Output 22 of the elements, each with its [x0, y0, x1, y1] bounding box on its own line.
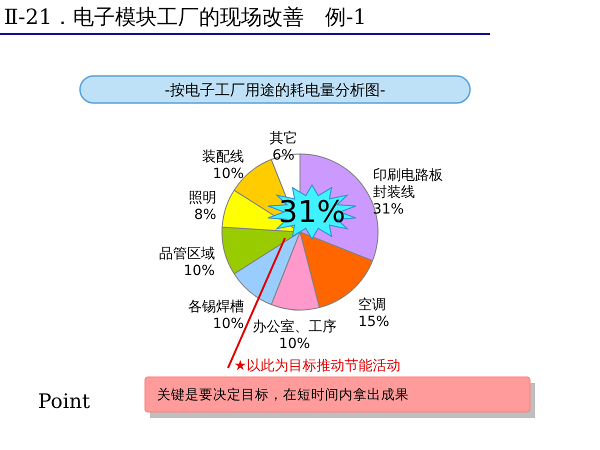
slice-label: 品管区域	[158, 246, 215, 262]
data-label: 10%	[184, 262, 215, 279]
slice-label: 其它	[270, 130, 298, 147]
text: 31%	[278, 195, 346, 230]
data-label: 8%	[194, 206, 216, 223]
text: 关键是要决定目标，在短时间内拿出成果	[157, 387, 409, 403]
chart-subtitle: -按电子工厂用途的耗电量分析图-	[164, 81, 386, 99]
data-label: 10%	[278, 336, 310, 352]
slice-label: 装配线	[202, 149, 244, 166]
data-label: 6%	[272, 148, 295, 164]
data-label: 10%	[212, 166, 244, 182]
text: Point	[38, 389, 90, 413]
data-label: 10%	[212, 316, 244, 332]
slice-label: 办公室、工序	[252, 318, 336, 335]
slice-label: 空调	[358, 297, 386, 314]
chart-title: Ⅱ-21．电子模块工厂的现场改善 例-1	[4, 5, 367, 29]
data-label: 15%	[358, 314, 390, 330]
slice-label: 印刷电路板封装线	[372, 168, 443, 201]
data-label: 31%	[372, 202, 404, 218]
slice-label: 照明	[188, 190, 216, 206]
text: ★以此为目标推动节能活动	[234, 358, 401, 374]
slice-label: 各锡焊槽	[188, 298, 244, 315]
